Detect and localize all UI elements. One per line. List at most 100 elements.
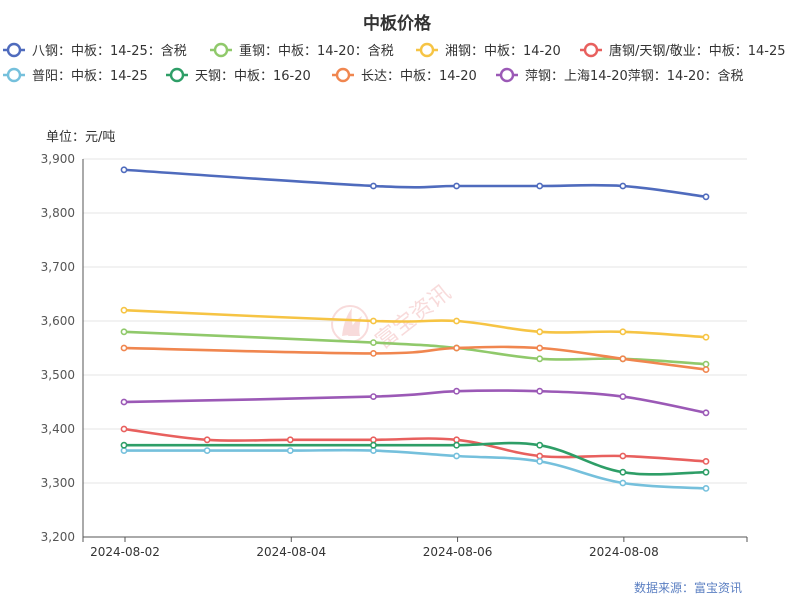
legend-marker-icon [213,42,229,58]
y-axis: 3,200 3,300 3,400 3,500 3,600 3,700 3,800 3,900 [41,152,84,544]
data-point [702,360,710,368]
x-tick-label: 2024-08-04 [256,545,326,559]
data-point [370,447,377,454]
series-line [122,427,708,463]
legend-marker-icon [335,67,351,83]
data-point [536,452,544,460]
data-point [370,393,377,400]
data-point [453,436,460,444]
data-point [619,452,627,460]
data-point [619,479,627,487]
data-point [203,436,211,444]
data-point [120,425,128,433]
legend-marker-icon [583,42,599,58]
data-point [370,317,377,325]
data-point [370,436,377,444]
legend-marker-icon [499,67,515,83]
chart-title: 中板价格 [363,13,432,34]
data-point [619,328,627,336]
y-tick-label: 3,400 [41,422,75,436]
y-tick-label: 3,900 [41,152,75,166]
series-5 [120,447,710,492]
x-tick-label: 2024-08-02 [90,545,160,559]
data-point [203,447,211,454]
series-line [122,389,708,415]
legend-label: 湘钢：中板：14-20 [445,44,561,59]
data-point [370,349,377,357]
y-tick-label: 3,200 [41,530,75,544]
series-7 [120,344,710,373]
y-tick-label: 3,800 [41,206,75,220]
x-axis: 2024-08-02 2024-08-04 2024-08-06 2024-08-08 [82,536,748,559]
series-8 [120,387,710,417]
data-point [120,328,128,336]
watermark-logo-icon [331,305,369,343]
legend-label: 唐钢/天钢/敬业：中板：14-25 [609,43,786,59]
data-point [619,468,627,476]
y-tick-label: 3,600 [41,314,75,328]
legend-item-6: 天钢：中板：16-20 [166,67,311,84]
data-point [619,355,627,363]
series-line [122,441,708,476]
legend-item-3: 湘钢：中板：14-20 [416,42,561,59]
data-point [370,339,377,346]
data-point [536,387,544,395]
legend-marker-icon [6,42,22,58]
data-point [702,457,710,465]
data-point [702,193,710,201]
y-tick-label: 3,300 [41,476,75,490]
legend: 八钢：中板：14-25：含税 重钢：中板：14-20：含税 湘钢：中板：14-20 唐… [3,42,786,84]
series-3 [120,306,710,341]
series-line [122,168,708,199]
series-layer [120,166,710,492]
data-point [370,182,377,190]
data-point [702,409,710,417]
data-point [619,182,627,190]
unit-label: 单位：元/吨 [46,130,115,145]
legend-label: 萍钢：上海14-20萍钢：14-20：含税 [525,68,744,84]
data-point [536,355,544,363]
data-point [453,452,460,460]
data-point [536,457,544,465]
data-point [702,484,710,492]
y-tick-label: 3,700 [41,260,75,274]
legend-label: 重钢：中板：14-20：含税 [239,43,394,59]
series-6 [120,441,710,476]
data-point [370,441,377,449]
data-point [120,306,128,314]
legend-item-7: 长达：中板：14-20 [332,67,477,84]
data-point [286,447,294,454]
data-point [120,447,128,454]
source-label: 数据来源：富宝资讯 [634,580,742,595]
data-point [536,328,544,336]
grid [83,158,747,538]
series-line [122,448,708,490]
legend-item-1: 八钢：中板：14-25：含税 [3,42,187,59]
data-point [453,344,460,352]
data-point [453,441,460,449]
legend-item-2: 重钢：中板：14-20：含税 [210,42,394,59]
legend-marker-icon [169,67,185,83]
data-point [619,393,627,400]
legend-label: 八钢：中板：14-25：含税 [32,43,187,59]
data-point [286,436,294,444]
legend-item-4: 唐钢/天钢/敬业：中板：14-25 [580,42,786,59]
x-tick-label: 2024-08-06 [423,545,493,559]
legend-label: 普阳：中板：14-25 [32,69,148,84]
legend-marker-icon [419,42,435,58]
y-tick-label: 3,500 [41,368,75,382]
legend-marker-icon [6,67,22,83]
legend-item-8: 萍钢：上海14-20萍钢：14-20：含税 [496,67,744,84]
series-line [122,345,708,371]
legend-label: 天钢：中板：16-20 [195,69,311,84]
data-point [536,441,544,449]
data-point [702,468,710,476]
data-point [120,441,128,449]
data-point [120,398,128,406]
data-point [536,182,544,190]
data-point [536,344,544,352]
series-1 [120,166,710,201]
series-4 [120,425,710,465]
